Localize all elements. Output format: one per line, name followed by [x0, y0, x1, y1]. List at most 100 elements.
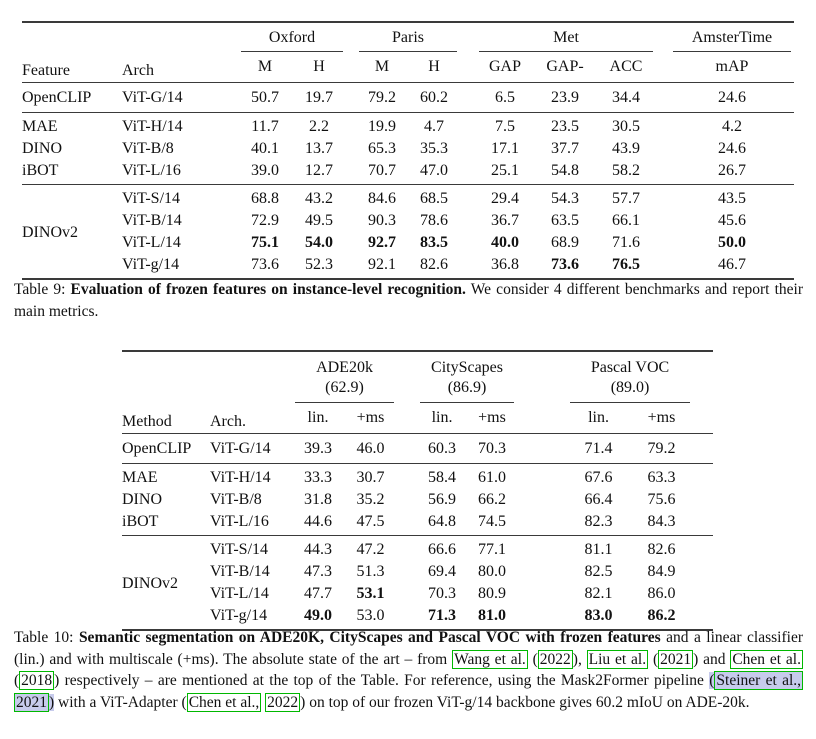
cell-value: 44.3	[304, 540, 332, 558]
citation-link-chen2018-year[interactable]: 2018	[19, 671, 55, 691]
cell-value: 81.0	[467, 604, 518, 631]
cell-value: 81.1	[584, 540, 613, 558]
cell-arch: ViT-B/8	[210, 490, 262, 508]
spacer-cell	[693, 560, 713, 582]
caption-text: We consider 4 different benchmarks and r…	[14, 281, 803, 320]
cell-value: 86.0	[647, 584, 676, 602]
t9-col-paris-m: M	[356, 53, 408, 83]
cell-value: 13.7	[305, 139, 333, 157]
table-row: OpenCLIP ViT-G/14 39.3 46.0 60.3 70.3 71…	[122, 433, 714, 464]
spacer-cell	[517, 404, 568, 434]
citation-link-chen2022[interactable]: Chen et al.,	[186, 692, 262, 712]
cell-feature: iBOT	[22, 159, 122, 185]
spacer-cell	[460, 209, 476, 231]
spacer-cell	[397, 433, 418, 464]
cell-value: 4.7	[424, 117, 444, 135]
cell-value: 50.0	[718, 233, 746, 251]
cell-value: 33.3	[304, 468, 332, 486]
cell-value: 79.2	[630, 433, 694, 464]
cell-value: 75.6	[647, 490, 676, 508]
spacer-cell	[656, 112, 670, 137]
cell-value: 19.7	[292, 82, 346, 113]
cell-value: 26.7	[670, 159, 794, 185]
spacer-cell	[460, 82, 476, 113]
spacer-cell	[346, 159, 356, 185]
t10-group-cityscapes: CityScapes (86.9)	[417, 350, 518, 405]
t10-group-cityscapes-label: CityScapes	[431, 359, 504, 376]
t10-group-ade20k: ADE20k (62.9)	[292, 350, 398, 405]
cell-value: 80.9	[478, 584, 507, 602]
cell-arch: ViT-S/14	[122, 189, 181, 207]
t9-col-met-gapminus: GAP-	[534, 53, 596, 83]
spacer-cell	[693, 535, 713, 560]
table-row: MAE ViT-H/14 11.7 2.2 19.9 4.7 7.5 23.5 …	[22, 112, 794, 137]
cell-method: MAE	[122, 468, 158, 486]
cell-value: 82.6	[408, 253, 460, 280]
table-row: DINO ViT-B/8 31.8 35.2 56.9 66.2 66.4 75…	[122, 488, 713, 510]
caption-text: (	[14, 672, 20, 690]
cell-arch: ViT-B/8	[122, 139, 174, 157]
table-9-caption: Table 9: Evaluation of frozen features o…	[14, 279, 803, 322]
cell-value: 47.3	[304, 562, 332, 580]
citation-link-chen2022-year[interactable]: 2022	[265, 692, 301, 712]
cell-value: 35.3	[420, 139, 448, 157]
spacer-cell	[397, 488, 417, 510]
cell-value: 57.7	[612, 189, 640, 207]
t10-col-city-lin: lin.	[417, 404, 468, 434]
cell-value: 24.6	[670, 82, 794, 113]
cell-value: 68.9	[551, 233, 579, 251]
t9-col-paris-h: H	[408, 53, 460, 83]
spacer-cell	[397, 404, 418, 434]
citation-link-steiner-year[interactable]: 2021	[14, 692, 49, 712]
spacer-cell	[460, 53, 476, 83]
cell-feature-dinov2: DINOv2	[22, 184, 122, 280]
cell-arch: ViT-g/14	[210, 604, 292, 631]
spacer-cell	[517, 463, 567, 488]
table-10-semantic-segmentation: Method Arch. ADE20k (62.9) CityScapes (86.…	[122, 350, 714, 631]
cell-arch: ViT-B/14	[122, 211, 182, 229]
citation-link-chen2018[interactable]: Chen et al.	[730, 649, 803, 669]
table10-group-header-row: Method Arch. ADE20k (62.9) CityScapes (86.…	[122, 350, 714, 434]
cell-value: 7.5	[495, 117, 515, 135]
spacer-cell	[517, 488, 567, 510]
cell-value: 19.9	[368, 117, 396, 135]
cell-arch: ViT-H/14	[210, 468, 271, 486]
t9-group-met: Met	[476, 21, 656, 54]
spacer-cell	[397, 350, 418, 405]
citation-link-wang[interactable]: Wang et al.	[452, 649, 528, 669]
spacer-cell	[397, 604, 418, 631]
t9-col-oxford-m: M	[238, 53, 292, 83]
cell-arch: ViT-g/14	[122, 253, 238, 280]
cell-value: 54.0	[305, 233, 333, 251]
selected-text: )	[49, 693, 55, 711]
cell-arch: ViT-B/14	[210, 562, 270, 580]
caption-text: ) on top of our frozen ViT-g/14 backbone…	[300, 693, 750, 711]
citation-link-liu-year[interactable]: 2021	[658, 649, 694, 669]
table-row: ViT-B/14 47.3 51.3 69.4 80.0 82.5 84.9	[122, 560, 713, 582]
cell-value: 74.5	[467, 510, 518, 536]
spacer-cell	[460, 159, 476, 185]
t10-group-pascalvoc: Pascal VOC (89.0)	[567, 350, 694, 405]
cell-value: 92.7	[368, 233, 396, 251]
t10-group-ade20k-sota: (62.9)	[325, 379, 364, 396]
t10-group-cityscapes-sota: (86.9)	[447, 379, 487, 396]
citation-link-wang-year[interactable]: 2022	[537, 649, 573, 669]
cell-value: 92.1	[356, 253, 408, 280]
t9-col-map: mAP	[670, 53, 794, 83]
t9-col-header-feature: Feature	[22, 21, 122, 83]
cell-value: 82.3	[567, 510, 631, 536]
citation-link-liu[interactable]: Liu et al.	[586, 649, 649, 669]
cell-arch: ViT-L/16	[122, 159, 238, 185]
cell-value: 17.1	[491, 139, 519, 157]
cell-value: 70.3	[428, 584, 457, 602]
cell-arch: ViT-S/14	[210, 540, 269, 558]
cell-value: 44.6	[292, 510, 344, 536]
cell-arch: ViT-H/14	[122, 117, 183, 135]
table10-subheader-row: lin. +ms lin. +ms lin. +ms	[122, 404, 714, 434]
spacer-cell	[517, 510, 568, 536]
cell-value: 66.6	[428, 540, 457, 558]
citation-link-steiner[interactable]: Steiner et al.,	[714, 671, 804, 691]
cell-value: 54.8	[534, 159, 596, 185]
spacer-cell	[656, 231, 670, 253]
